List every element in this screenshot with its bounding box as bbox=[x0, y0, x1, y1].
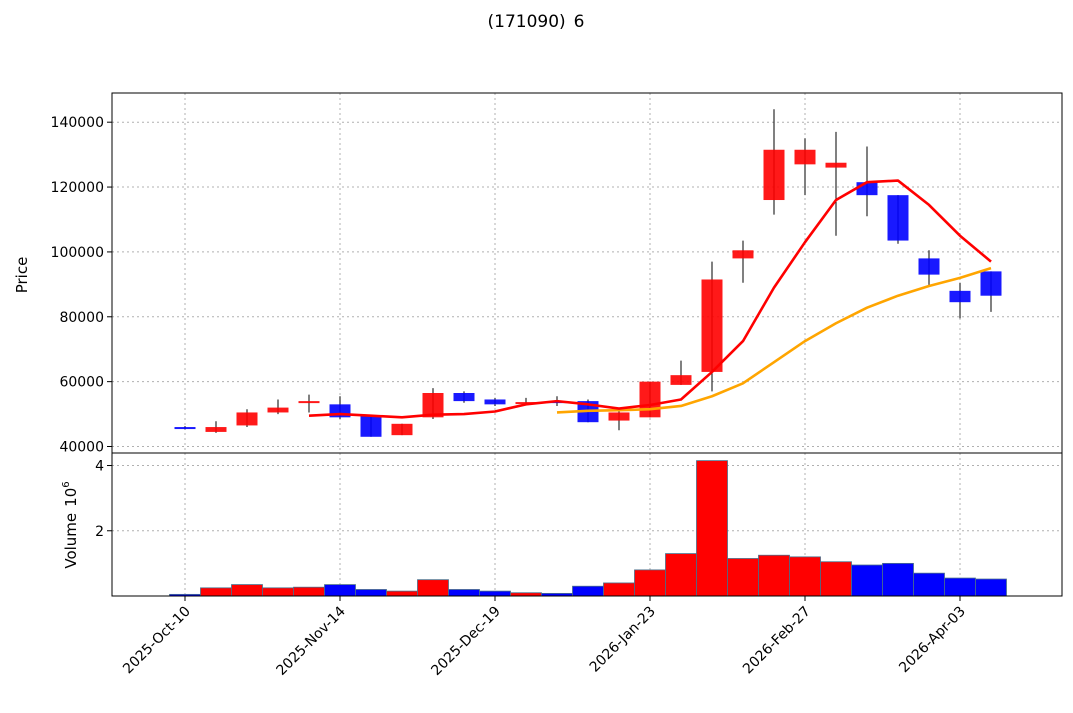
volume-bar bbox=[913, 572, 945, 597]
price-y-tick-label: 140000 bbox=[51, 115, 104, 131]
volume-bars bbox=[169, 460, 1007, 597]
candle-body bbox=[763, 149, 785, 201]
candle-body bbox=[639, 381, 661, 418]
candle-body bbox=[205, 427, 227, 432]
volume-y-tick-label: 4 bbox=[95, 459, 104, 475]
volume-bar bbox=[293, 586, 325, 597]
volume-bar bbox=[324, 584, 356, 597]
price-y-tick-label: 40000 bbox=[59, 440, 104, 456]
volume-bar bbox=[727, 558, 759, 597]
candle-body bbox=[174, 427, 196, 430]
candle-body bbox=[236, 412, 258, 426]
candle-body bbox=[980, 271, 1002, 296]
price-y-tick-label: 120000 bbox=[51, 180, 104, 196]
volume-bar bbox=[789, 556, 821, 597]
candle-body bbox=[732, 250, 754, 259]
volume-bar bbox=[851, 564, 883, 597]
candle-body bbox=[391, 423, 413, 436]
chart-title: (171090) 6 bbox=[488, 12, 585, 32]
price-y-tick-label: 80000 bbox=[59, 310, 104, 326]
moving-average-lines bbox=[308, 179, 992, 419]
moving-average-short-line bbox=[308, 179, 992, 419]
candle-body bbox=[887, 195, 909, 241]
candle-body bbox=[918, 258, 940, 275]
candle-body bbox=[701, 279, 723, 372]
volume-bar bbox=[355, 589, 387, 597]
volume-bar bbox=[200, 587, 232, 597]
moving-average-long-line bbox=[556, 266, 992, 414]
volume-bar bbox=[882, 562, 914, 597]
volume-bar bbox=[820, 561, 852, 597]
price-y-tick-label: 100000 bbox=[51, 245, 104, 261]
volume-bar bbox=[448, 589, 480, 597]
volume-y-axis-label: Volume106 bbox=[61, 481, 80, 568]
volume-bar bbox=[417, 579, 449, 597]
volume-bar bbox=[572, 585, 604, 597]
volume-bar bbox=[975, 578, 1007, 597]
volume-bar bbox=[386, 590, 418, 597]
candle-body bbox=[298, 401, 320, 404]
volume-bar bbox=[479, 590, 511, 597]
volume-y-tick-label: 2 bbox=[95, 524, 104, 540]
volume-bar bbox=[262, 587, 294, 597]
candle-body bbox=[484, 399, 506, 405]
volume-bar bbox=[696, 460, 728, 597]
volume-bar bbox=[665, 553, 697, 597]
candle-body bbox=[608, 412, 630, 421]
price-y-ticks: 40000 60000 80000 100000 120000 140000 bbox=[51, 115, 112, 456]
volume-axes-frame bbox=[111, 452, 1063, 597]
candle-body bbox=[825, 162, 847, 168]
volume-gridlines bbox=[112, 453, 1062, 596]
volume-y-ticks: 24 bbox=[95, 459, 112, 540]
volume-bar bbox=[634, 569, 666, 597]
candle-body bbox=[670, 375, 692, 385]
candle-body bbox=[422, 393, 444, 418]
candle-body bbox=[794, 149, 816, 165]
price-y-tick-label: 60000 bbox=[59, 375, 104, 391]
volume-bar bbox=[758, 554, 790, 597]
candle-body bbox=[856, 182, 878, 196]
volume-bar bbox=[231, 584, 263, 597]
candle-body bbox=[949, 290, 971, 303]
candle-body bbox=[360, 415, 382, 437]
volume-bar bbox=[944, 577, 976, 597]
candle-body bbox=[453, 393, 475, 402]
volume-bar bbox=[603, 582, 635, 597]
candle-body bbox=[267, 407, 289, 413]
price-y-axis-label: Price bbox=[13, 257, 31, 294]
